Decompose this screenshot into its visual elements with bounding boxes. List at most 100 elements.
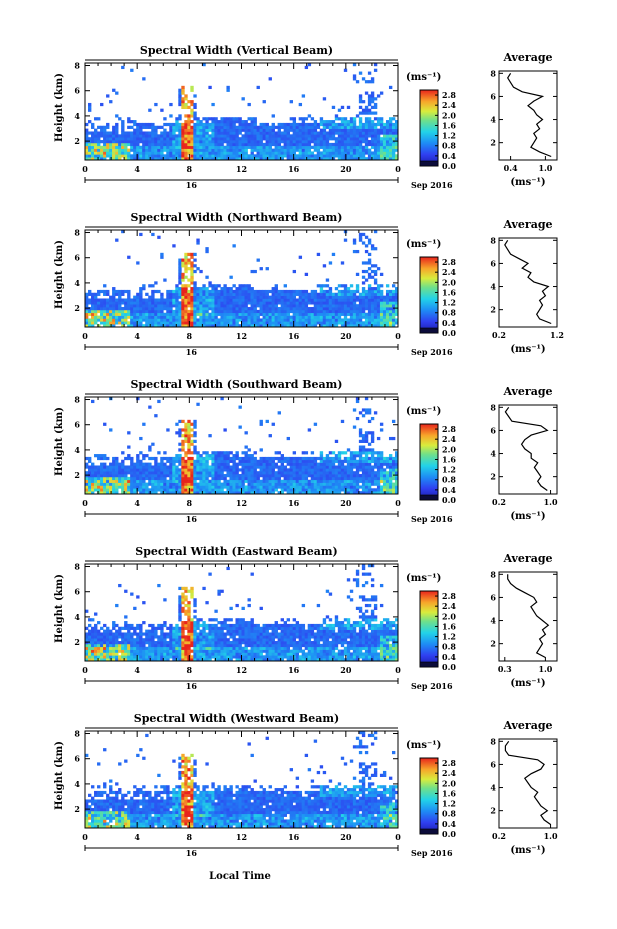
colorbar — [419, 89, 439, 167]
y-tick-label: 2 — [74, 303, 80, 313]
colorbar-tick-label: 2.8 — [442, 90, 456, 100]
average-y-tick-label: 4 — [490, 616, 496, 626]
average-y-tick-label: 6 — [490, 91, 496, 101]
day-label: 16 — [186, 347, 198, 357]
colorbar — [419, 590, 439, 668]
y-axis-label: Height (km) — [54, 240, 65, 309]
x-tick-label: 0 — [82, 665, 88, 675]
average-y-tick-label: 8 — [490, 569, 496, 579]
colorbar-floor — [419, 661, 439, 668]
colorbar — [419, 256, 439, 334]
x-tick-label: 0 — [82, 331, 88, 341]
average-y-tick-label: 4 — [490, 449, 496, 459]
x-tick-label: 12 — [236, 164, 247, 174]
colorbar-tick-label: 1.6 — [442, 454, 456, 464]
average-x-tick-label: 1.0 — [538, 163, 552, 173]
x-tick-label: 0 — [395, 665, 401, 675]
y-tick-label: 2 — [74, 470, 80, 480]
x-tick-label: 16 — [288, 665, 300, 675]
average-y-tick-label: 4 — [490, 282, 496, 292]
colorbar-tick-label: 0.8 — [442, 141, 456, 151]
panel-title: Spectral Width (Eastward Beam) — [135, 545, 337, 558]
average-profile-line — [504, 740, 551, 825]
colorbar-tick-label: 2.0 — [442, 110, 456, 120]
colorbar-tick-label: 0.8 — [442, 809, 456, 819]
colorbar-tick-label: 2.4 — [442, 434, 456, 444]
x-tick-label: 8 — [187, 832, 193, 842]
date-label: Sep 2016 — [411, 514, 453, 524]
colorbar-unit: (ms⁻¹) — [406, 740, 441, 751]
colorbar-tick-label: 1.2 — [442, 298, 456, 308]
colorbar-tick-label: 0.0 — [442, 495, 456, 505]
average-x-tick-label: 1.0 — [544, 497, 558, 507]
average-y-tick-label: 4 — [490, 783, 496, 793]
average-x-tick-label: 0.2 — [492, 330, 506, 340]
colorbar-tick-label: 0.8 — [442, 642, 456, 652]
day-label: 16 — [186, 180, 198, 190]
average-frame — [498, 571, 558, 662]
date-label: Sep 2016 — [411, 848, 453, 858]
x-tick-label: 20 — [340, 832, 352, 842]
average-y-tick-label: 6 — [490, 425, 496, 435]
average-y-tick-label: 4 — [490, 115, 496, 125]
y-tick-label: 6 — [74, 253, 80, 263]
y-tick-label: 8 — [74, 61, 80, 71]
x-tick-label: 16 — [288, 832, 300, 842]
average-profile-line — [504, 406, 549, 491]
date-label: Sep 2016 — [411, 180, 453, 190]
average-title: Average — [502, 552, 552, 565]
y-tick-label: 4 — [74, 612, 80, 622]
colorbar-tick-label: 2.4 — [442, 100, 456, 110]
y-tick-label: 2 — [74, 136, 80, 146]
average-profile-line — [506, 72, 552, 158]
average-y-tick-label: 2 — [490, 639, 496, 649]
average-frame — [498, 738, 558, 829]
average-y-tick-label: 8 — [490, 235, 496, 245]
average-y-tick-label: 8 — [490, 736, 496, 746]
colorbar-tick-label: 2.4 — [442, 267, 456, 277]
colorbar-tick-label: 0.4 — [442, 819, 456, 829]
day-label: 16 — [186, 514, 198, 524]
colorbar-unit: (ms⁻¹) — [406, 239, 441, 250]
panel-title: Spectral Width (Vertical Beam) — [140, 44, 333, 57]
y-tick-label: 4 — [74, 111, 80, 121]
average-y-tick-label: 2 — [490, 472, 496, 482]
colorbar-floor — [419, 828, 439, 835]
y-tick-label: 8 — [74, 562, 80, 572]
x-tick-label: 0 — [82, 832, 88, 842]
colorbar-tick-label: 2.0 — [442, 277, 456, 287]
x-tick-label: 12 — [236, 665, 247, 675]
average-x-tick-label: 0.4 — [504, 163, 518, 173]
average-unit: (ms⁻¹) — [510, 678, 545, 689]
y-tick-label: 4 — [74, 445, 80, 455]
colorbar-tick-label: 0.8 — [442, 308, 456, 318]
average-title: Average — [502, 51, 552, 64]
colorbar-tick-label: 2.8 — [442, 758, 456, 768]
average-unit: (ms⁻¹) — [510, 511, 545, 522]
panel-title: Spectral Width (Southward Beam) — [130, 378, 342, 391]
colorbar-tick-label: 0.0 — [442, 328, 456, 338]
colorbar-tick-label: 0.0 — [442, 161, 456, 171]
x-axis-label: Local Time — [209, 871, 271, 882]
colorbar-floor — [419, 160, 439, 167]
colorbar-tick-label: 1.6 — [442, 287, 456, 297]
x-tick-label: 8 — [187, 498, 193, 508]
panel-title: Spectral Width (Northward Beam) — [131, 211, 343, 224]
average-x-tick-label: 0.2 — [492, 831, 506, 841]
colorbar — [419, 423, 439, 501]
x-tick-label: 8 — [187, 665, 193, 675]
colorbar-tick-label: 0.4 — [442, 485, 456, 495]
x-tick-label: 0 — [395, 164, 401, 174]
heatmap-cells — [85, 564, 399, 662]
colorbar-tick-label: 1.2 — [442, 131, 456, 141]
x-tick-label: 0 — [82, 164, 88, 174]
date-label: Sep 2016 — [411, 681, 453, 691]
average-title: Average — [502, 385, 552, 398]
x-tick-label: 16 — [288, 498, 300, 508]
average-frame — [498, 70, 558, 161]
colorbar-tick-label: 2.8 — [442, 424, 456, 434]
x-tick-label: 4 — [134, 832, 140, 842]
x-tick-label: 20 — [340, 498, 352, 508]
y-tick-label: 8 — [74, 228, 80, 238]
